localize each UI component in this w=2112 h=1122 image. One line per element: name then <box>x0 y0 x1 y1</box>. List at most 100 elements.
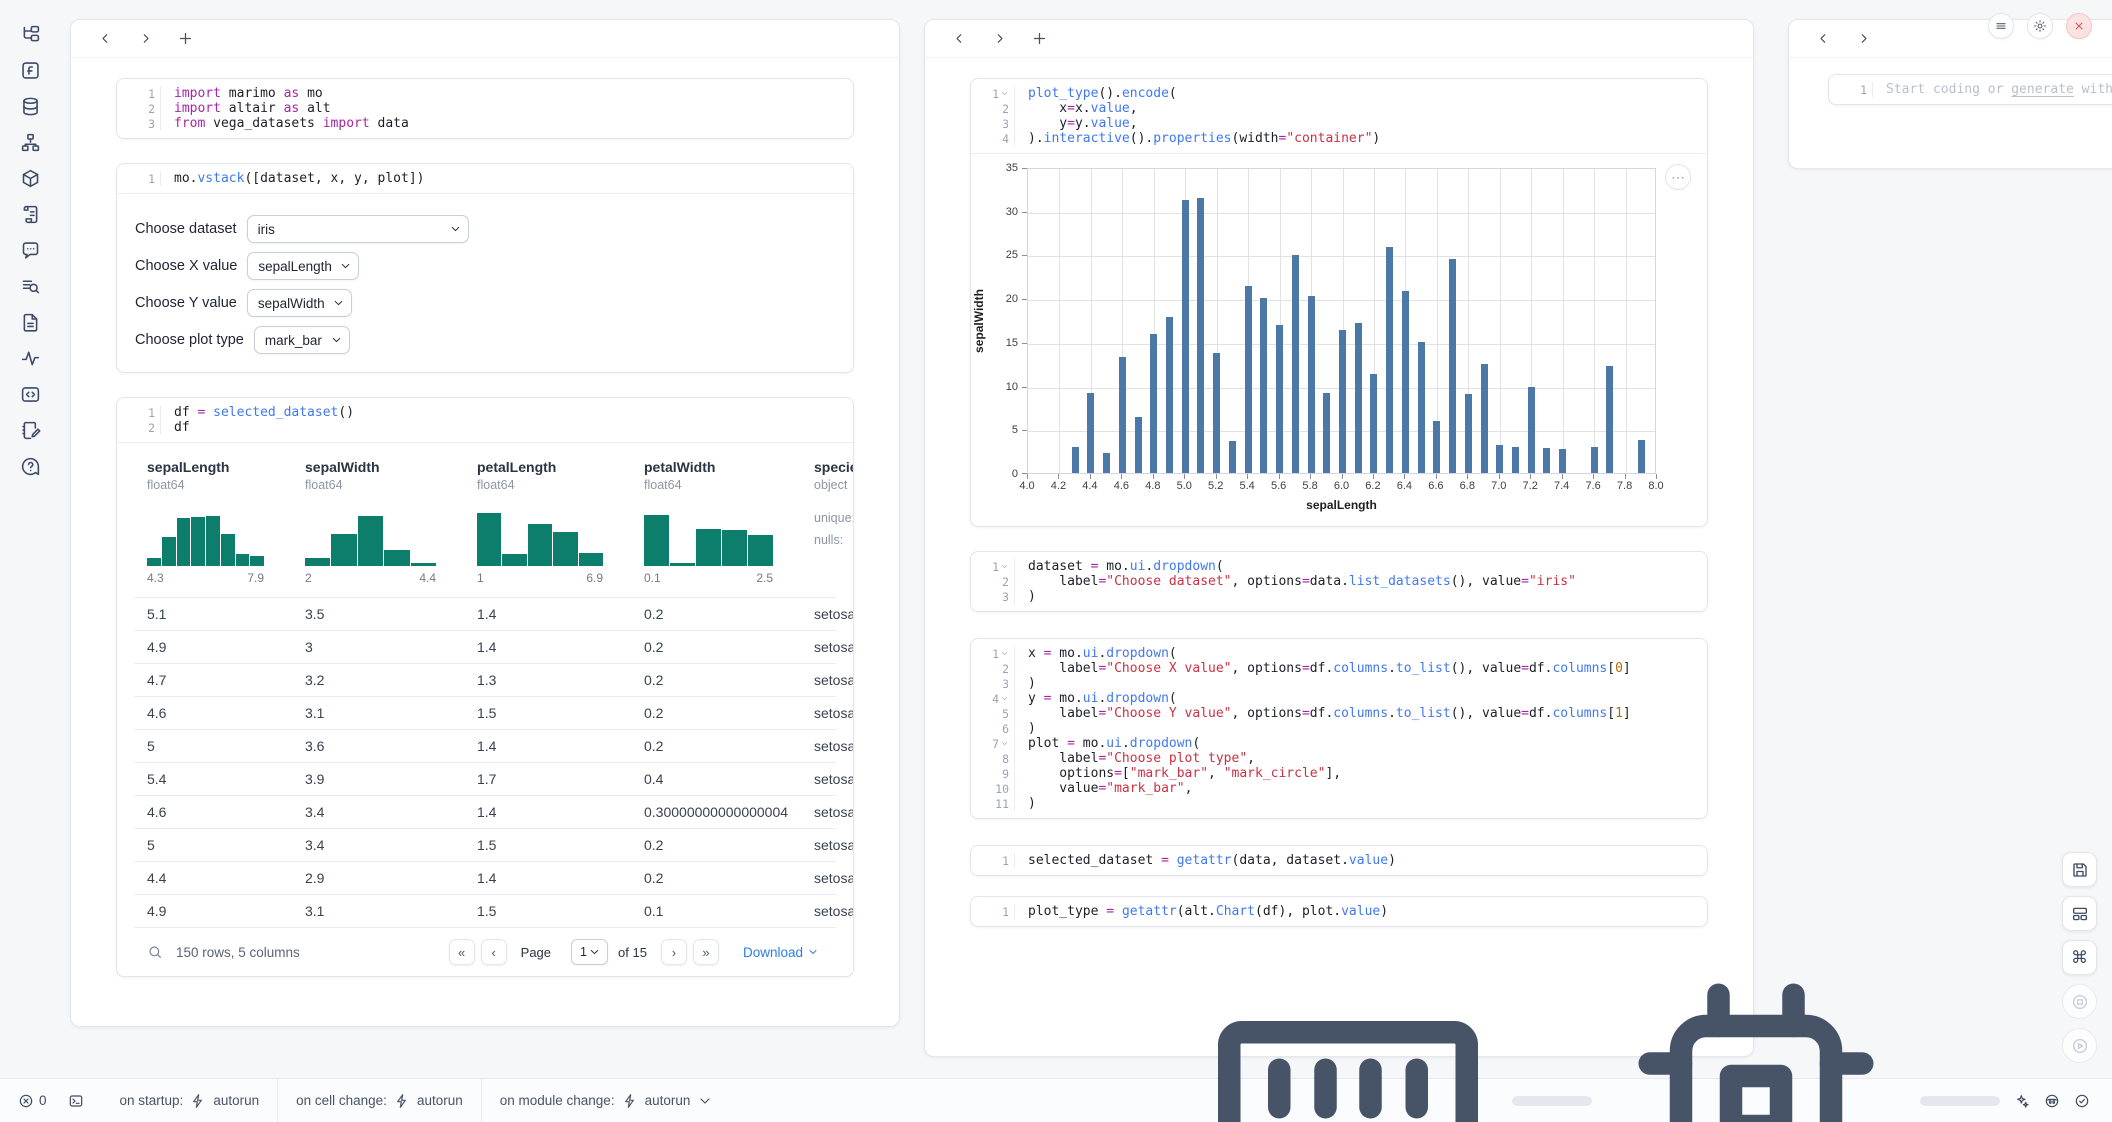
errors-indicator[interactable]: 0 <box>18 1093 47 1109</box>
line-number: 1 <box>1860 83 1867 97</box>
terminal-button[interactable] <box>68 1093 84 1109</box>
column-header-species[interactable]: speciesobjectunique:nulls: <box>801 459 854 597</box>
cell-imports[interactable]: 1import marimo as mo2import altair as al… <box>116 78 854 139</box>
app-layout-button[interactable] <box>2062 896 2097 931</box>
code-text: plot_type().encode( <box>1015 86 1177 101</box>
line-number: 2 <box>117 101 161 116</box>
cell-plot-encode[interactable]: 1plot_type().encode(2 x=x.value,3 y=y.va… <box>970 78 1708 527</box>
prev-page-button[interactable]: ‹ <box>481 939 507 965</box>
ai-assist-button[interactable] <box>2014 1093 2030 1109</box>
cell-vstack[interactable]: 1mo.vstack([dataset, x, y, plot]) Choose… <box>116 163 854 373</box>
table-cell: 5.1 <box>134 606 292 622</box>
column-prev-button[interactable] <box>1811 27 1835 51</box>
rail-packages-button[interactable] <box>12 160 48 196</box>
column-header-sepalWidth[interactable]: sepalWidthfloat6424.4 <box>292 459 464 597</box>
generate-link[interactable]: generate <box>2011 82 2074 97</box>
cell-selected-dataset[interactable]: 1selected_dataset = getattr(data, datase… <box>970 845 1708 876</box>
table-row[interactable]: 53.61.40.2setosa <box>134 729 836 762</box>
column-header-sepalLength[interactable]: sepalLengthfloat644.37.9 <box>134 459 292 597</box>
rail-help-button[interactable] <box>12 448 48 484</box>
command-icon: ⌘ <box>2071 948 2088 968</box>
stop-button[interactable] <box>2062 984 2097 1019</box>
histogram-bar <box>221 534 235 566</box>
rail-logs-button[interactable] <box>12 268 48 304</box>
column-histogram <box>147 506 264 566</box>
last-page-button[interactable]: » <box>693 939 719 965</box>
y-tick-label: 5 <box>1012 424 1018 436</box>
chart-plot-area[interactable] <box>1027 168 1656 474</box>
hamburger-menu-button[interactable] <box>1988 13 2014 39</box>
cell-dataframe[interactable]: 1df = selected_dataset()2df sepalLengthf… <box>116 397 854 977</box>
rail-database-button[interactable] <box>12 88 48 124</box>
plot-type-select[interactable]: mark_bar <box>254 326 350 354</box>
column-next-button[interactable] <box>133 27 157 51</box>
copilot-button[interactable] <box>2044 1093 2060 1109</box>
first-page-button[interactable]: « <box>449 939 475 965</box>
window-controls <box>1988 13 2092 39</box>
column-name: species <box>814 459 854 475</box>
altair-chart[interactable]: sepalWidth 05101520253035 4.04.24.44.64.… <box>1027 168 1707 512</box>
table-row[interactable]: 4.931.40.2setosa <box>134 630 836 663</box>
rail-scroll-button[interactable] <box>12 196 48 232</box>
table-row[interactable]: 53.41.50.2setosa <box>134 828 836 861</box>
download-button[interactable]: Download <box>743 945 819 960</box>
chart-bar <box>1260 298 1267 473</box>
x-value-select[interactable]: sepalLength <box>247 252 359 280</box>
line-number: 1 <box>971 853 1015 868</box>
rail-chat-bot-button[interactable] <box>12 232 48 268</box>
table-row[interactable]: 4.63.41.40.30000000000000004setosa <box>134 795 836 828</box>
fold-chevron-icon[interactable] <box>1000 739 1009 748</box>
line-number: 3 <box>971 676 1015 691</box>
table-row[interactable]: 4.73.21.30.2setosa <box>134 663 836 696</box>
code-text: dataset = mo.ui.dropdown( <box>1015 559 1224 574</box>
fold-chevron-icon[interactable] <box>1000 89 1009 98</box>
column-next-button[interactable] <box>987 27 1011 51</box>
column-header-petalWidth[interactable]: petalWidthfloat640.12.5 <box>631 459 801 597</box>
module-change-mode[interactable]: on module change: autorun <box>482 1079 732 1122</box>
column-next-button[interactable] <box>1851 27 1875 51</box>
rail-function-square-button[interactable] <box>12 52 48 88</box>
cell-empty-editor[interactable]: 1 Start coding or generate with AI <box>1828 74 2112 105</box>
column-prev-button[interactable] <box>947 27 971 51</box>
rail-scratchpad-button[interactable] <box>12 412 48 448</box>
dataset-select[interactable]: iris <box>247 215 469 243</box>
run-button[interactable] <box>2062 1028 2097 1063</box>
cell-change-mode[interactable]: on cell change: autorun <box>278 1079 481 1122</box>
command-palette-button[interactable]: ⌘ <box>2062 940 2097 975</box>
cell-plot-type[interactable]: 1plot_type = getattr(alt.Chart(df), plot… <box>970 896 1708 927</box>
fold-chevron-icon[interactable] <box>1000 562 1009 571</box>
settings-button[interactable] <box>2027 13 2053 39</box>
table-row[interactable]: 5.13.51.40.2setosa <box>134 597 836 630</box>
connection-status-button[interactable] <box>2074 1093 2090 1109</box>
table-row[interactable]: 4.42.91.40.2setosa <box>134 861 836 894</box>
histogram-bar <box>331 534 356 566</box>
y-value-select[interactable]: sepalWidth <box>247 289 352 317</box>
table-row[interactable]: 4.93.11.50.1setosa <box>134 894 836 927</box>
rail-dependency-graph-button[interactable] <box>12 124 48 160</box>
page-select[interactable]: 1 <box>571 939 608 965</box>
column-prev-button[interactable] <box>93 27 117 51</box>
fold-chevron-icon[interactable] <box>1000 694 1009 703</box>
table-row[interactable]: 5.43.91.70.4setosa <box>134 762 836 795</box>
search-icon[interactable] <box>147 944 163 960</box>
table-header: sepalLengthfloat644.37.9sepalWidthfloat6… <box>134 443 836 597</box>
cell-xy-plot-dropdowns[interactable]: 1x = mo.ui.dropdown(2 label="Choose X va… <box>970 638 1708 819</box>
shutdown-button[interactable] <box>2066 13 2092 39</box>
cell-dataset-dropdown[interactable]: 1dataset = mo.ui.dropdown(2 label="Choos… <box>970 551 1708 612</box>
dependency-graph-icon <box>20 132 41 153</box>
rail-tracing-button[interactable] <box>12 340 48 376</box>
add-cell-button[interactable] <box>173 27 197 51</box>
fold-chevron-icon[interactable] <box>1000 649 1009 658</box>
save-button[interactable] <box>2062 852 2097 887</box>
rail-document-button[interactable] <box>12 304 48 340</box>
chevron-down-icon <box>697 1093 713 1109</box>
column-header-petalLength[interactable]: petalLengthfloat6416.9 <box>464 459 631 597</box>
add-cell-button[interactable] <box>1027 27 1051 51</box>
histogram-bar <box>502 554 526 566</box>
next-page-button[interactable]: › <box>661 939 687 965</box>
rail-snippets-button[interactable] <box>12 376 48 412</box>
editor-placeholder[interactable]: Start coding or generate with AI <box>1873 82 2112 97</box>
table-row[interactable]: 4.63.11.50.2setosa <box>134 696 836 729</box>
rail-file-tree-button[interactable] <box>12 16 48 52</box>
startup-mode[interactable]: on startup: autorun <box>102 1079 278 1122</box>
